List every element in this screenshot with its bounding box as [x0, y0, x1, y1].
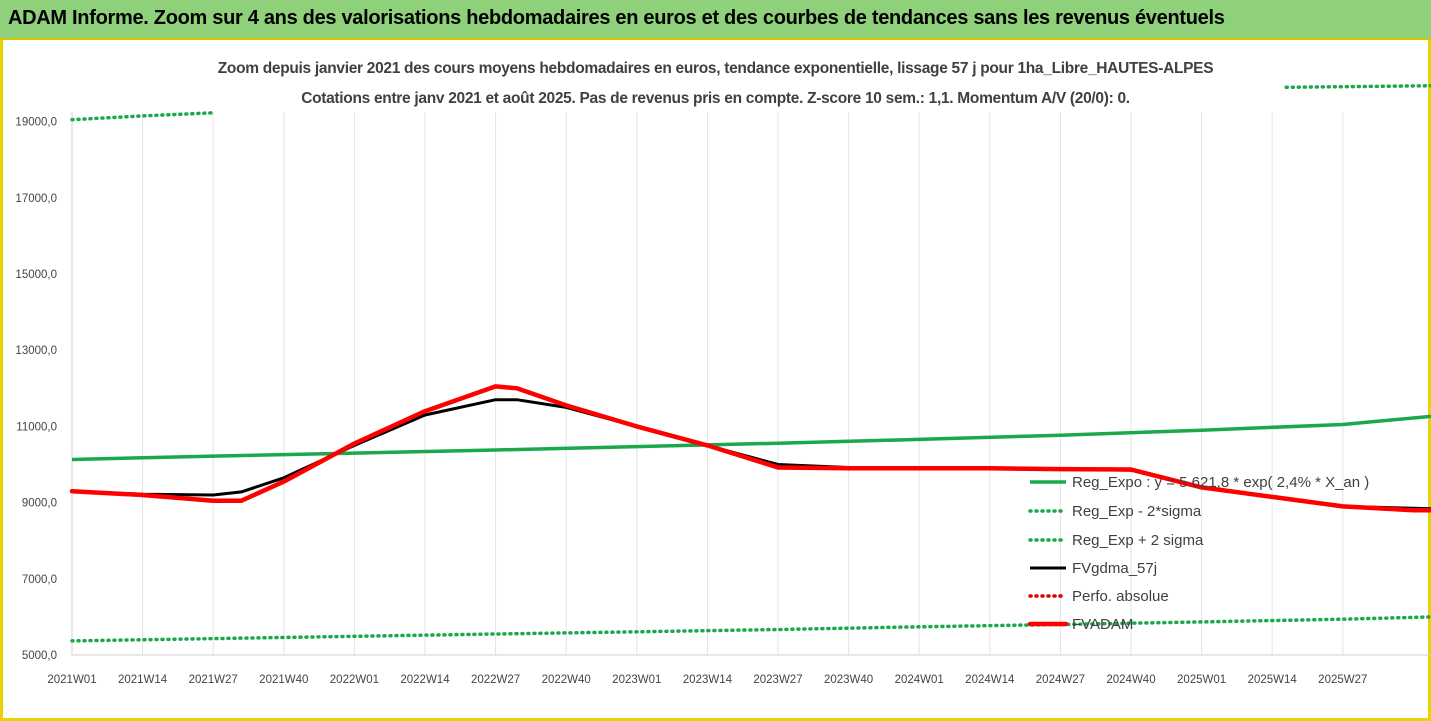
y-tick-label: 7000,0	[22, 574, 57, 586]
report-title: ADAM Informe. Zoom sur 4 ans des valoris…	[8, 7, 1225, 29]
y-tick-label: 11000,0	[16, 421, 57, 433]
legend-label: Reg_Exp + 2 sigma	[1072, 532, 1204, 549]
x-tick-label: 2024W40	[1106, 674, 1155, 686]
chart-subtitle: Cotations entre janv 2021 et août 2025. …	[301, 90, 1130, 107]
x-tick-label: 2022W27	[471, 674, 520, 686]
chart-title: Zoom depuis janvier 2021 des cours moyen…	[217, 60, 1214, 77]
series-reg-expo-line	[71, 414, 1431, 462]
legend-label: FVADAM	[1072, 616, 1133, 633]
y-tick-label: 19000,0	[15, 117, 57, 129]
x-tick-label: 2021W27	[189, 674, 238, 686]
legend-label: Reg_Expo : y = 5 621,8 * exp( 2,4% * X_a…	[1072, 474, 1369, 491]
x-tick-label: 2024W14	[965, 674, 1015, 686]
report-banner: ADAM Informe. Zoom sur 4 ans des valoris…	[0, 0, 1431, 40]
legend-label: Perfo. absolue	[1072, 588, 1169, 605]
x-tick-label: 2021W01	[47, 674, 96, 686]
legend-label: Reg_Exp - 2*sigma	[1072, 503, 1202, 520]
x-tick-label: 2025W01	[1177, 674, 1226, 686]
y-tick-label: 13000,0	[15, 345, 57, 357]
x-tick-label: 2025W27	[1318, 674, 1367, 686]
legend-label: FVgdma_57j	[1072, 560, 1157, 577]
y-tick-label: 15000,0	[15, 269, 57, 281]
x-tick-label: 2025W14	[1248, 674, 1298, 686]
series-reg-exp-minus-2sigma-line	[70, 615, 1431, 643]
chart-frame	[0, 40, 1431, 721]
y-tick-label: 9000,0	[22, 498, 57, 510]
x-tick-label: 2024W27	[1036, 674, 1085, 686]
x-tick-label: 2023W01	[612, 674, 661, 686]
series-fvadam-line	[69, 384, 1431, 513]
x-tick-label: 2024W01	[895, 674, 944, 686]
x-tick-label: 2021W40	[259, 674, 308, 686]
y-tick-label: 17000,0	[15, 193, 57, 205]
x-tick-label: 2023W14	[683, 674, 733, 686]
x-tick-label: 2022W14	[400, 674, 450, 686]
x-tick-label: 2023W40	[824, 674, 873, 686]
series-reg-exp-plus-2sigma-line	[1284, 83, 1431, 90]
x-tick-label: 2022W01	[330, 674, 379, 686]
series-reg-exp-plus-2sigma-line	[70, 111, 215, 122]
x-tick-label: 2022W40	[542, 674, 591, 686]
x-tick-label: 2023W27	[753, 674, 802, 686]
y-tick-label: 5000,0	[22, 650, 57, 662]
x-tick-label: 2021W14	[118, 674, 168, 686]
